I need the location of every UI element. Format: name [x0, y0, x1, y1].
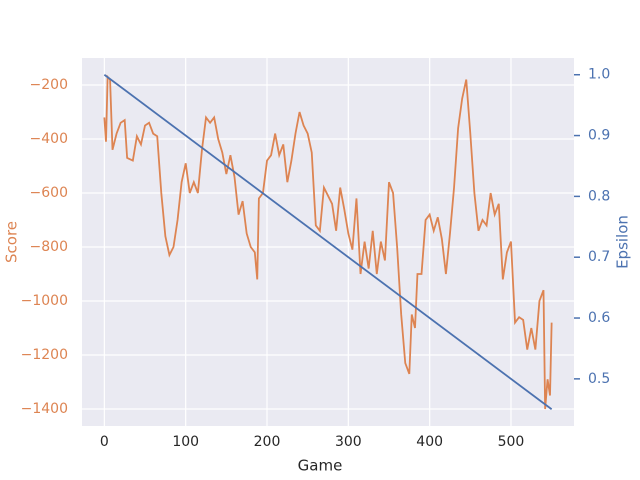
y-tick-label: −1000	[21, 293, 68, 309]
score-line	[103, 74, 553, 410]
y2-tick-label: 0.8	[588, 188, 610, 204]
y2-tick-label: 1.0	[588, 67, 610, 83]
x-tick-label: 0	[100, 434, 109, 450]
x-tick-label: 100	[172, 434, 199, 450]
y-axis-label: Score	[3, 221, 21, 263]
y-tick-label: −600	[30, 185, 68, 201]
y-tick-label: −400	[30, 131, 68, 147]
y-tick-label: −800	[30, 239, 68, 255]
x-tick-label: 500	[498, 434, 525, 450]
y-tick-label: −200	[30, 77, 68, 93]
x-axis-label: Game	[298, 457, 343, 475]
y2-tick-label: 0.6	[588, 310, 610, 326]
x-tick-label: 300	[335, 434, 362, 450]
y2-tick-label: 0.5	[588, 371, 610, 387]
x-tick-label: 400	[416, 434, 443, 450]
y-tick-label: −1400	[21, 401, 68, 417]
x-tick-label: 200	[254, 434, 281, 450]
y2-axis-label: Epsilon	[614, 215, 632, 269]
y-tick-label: −1200	[21, 347, 68, 363]
y2-tick-label: 0.9	[588, 128, 610, 144]
epsilon-line	[103, 74, 553, 410]
y2-tick-label: 0.7	[588, 249, 610, 265]
